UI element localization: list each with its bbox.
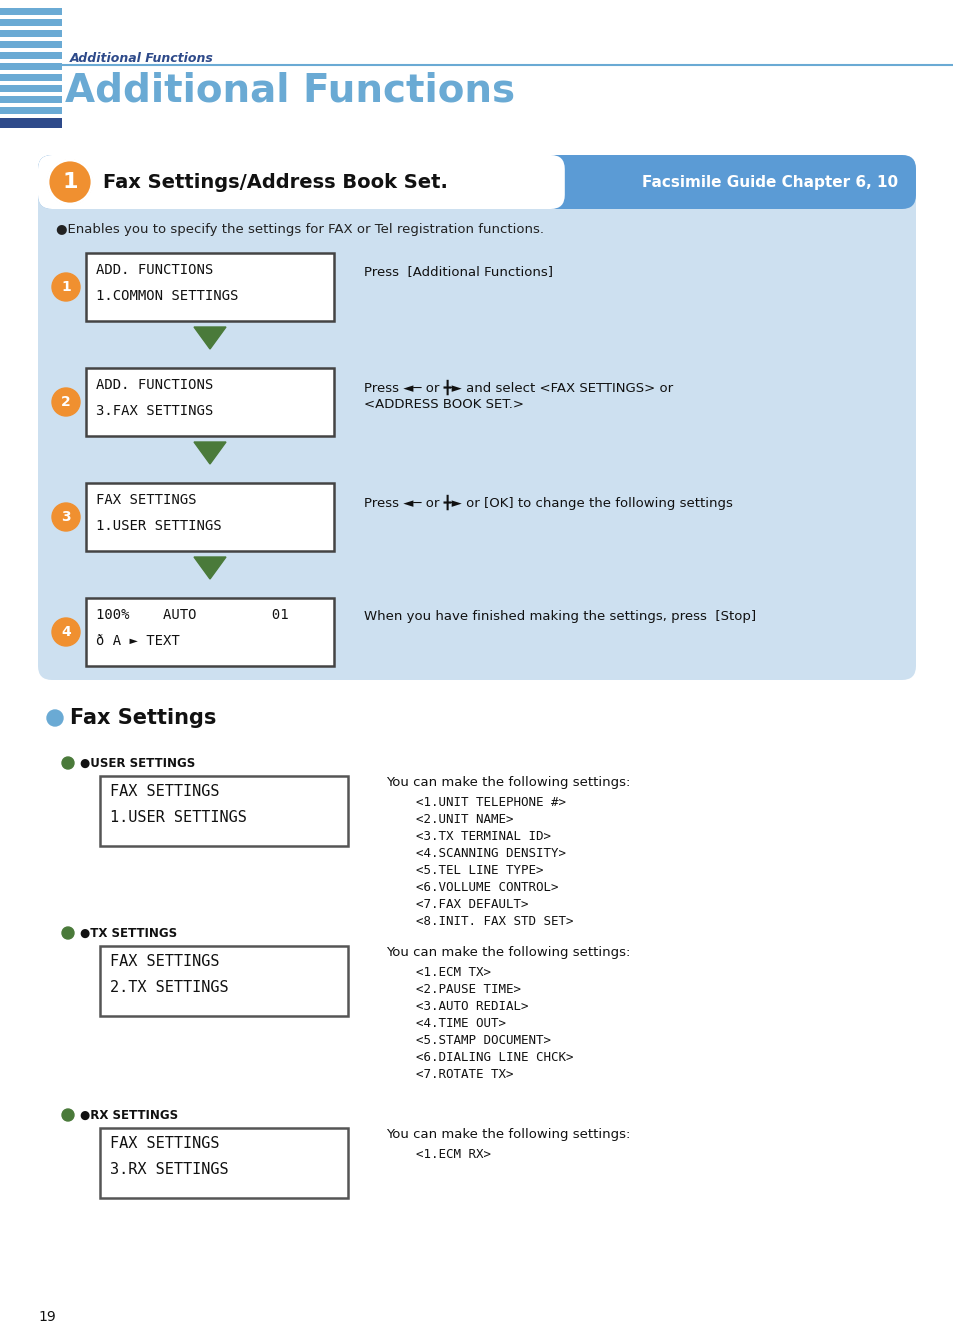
Text: FAX SETTINGS: FAX SETTINGS — [96, 493, 196, 507]
Text: Fax Settings/Address Book Set.: Fax Settings/Address Book Set. — [103, 173, 447, 191]
FancyBboxPatch shape — [0, 63, 62, 70]
Text: <2.UNIT NAME>: <2.UNIT NAME> — [416, 813, 513, 826]
FancyBboxPatch shape — [0, 107, 62, 114]
Text: <5.TEL LINE TYPE>: <5.TEL LINE TYPE> — [416, 864, 543, 877]
Text: 1.USER SETTINGS: 1.USER SETTINGS — [96, 520, 221, 533]
FancyBboxPatch shape — [86, 599, 334, 665]
Circle shape — [52, 388, 80, 416]
FancyBboxPatch shape — [0, 118, 62, 129]
Text: <1.ECM TX>: <1.ECM TX> — [416, 965, 491, 979]
Text: <3.AUTO REDIAL>: <3.AUTO REDIAL> — [416, 1000, 528, 1014]
Text: 19: 19 — [38, 1310, 55, 1324]
Text: Press ◄─ or ╋► and select <FAX SETTINGS> or: Press ◄─ or ╋► and select <FAX SETTINGS>… — [364, 380, 673, 395]
Text: <1.UNIT TELEPHONE #>: <1.UNIT TELEPHONE #> — [416, 795, 565, 809]
Text: ●RX SETTINGS: ●RX SETTINGS — [80, 1109, 178, 1122]
Text: 1: 1 — [62, 171, 77, 191]
Text: <6.VOLLUME CONTROL>: <6.VOLLUME CONTROL> — [416, 881, 558, 894]
Circle shape — [47, 710, 63, 726]
Text: <7.ROTATE TX>: <7.ROTATE TX> — [416, 1069, 513, 1081]
Text: 1.USER SETTINGS: 1.USER SETTINGS — [110, 810, 247, 825]
FancyBboxPatch shape — [100, 777, 348, 846]
FancyBboxPatch shape — [38, 155, 915, 209]
Text: 100%    AUTO         01: 100% AUTO 01 — [96, 608, 289, 623]
Text: Additional Functions: Additional Functions — [65, 72, 515, 110]
FancyBboxPatch shape — [0, 19, 62, 25]
FancyBboxPatch shape — [0, 8, 62, 15]
FancyBboxPatch shape — [0, 42, 62, 48]
FancyBboxPatch shape — [38, 155, 915, 680]
Text: Press ◄─ or ╋► or [OK] to change the following settings: Press ◄─ or ╋► or [OK] to change the fol… — [364, 495, 732, 510]
FancyBboxPatch shape — [0, 29, 62, 37]
Text: 3: 3 — [61, 510, 71, 524]
FancyBboxPatch shape — [0, 96, 62, 103]
Text: Fax Settings: Fax Settings — [70, 708, 216, 728]
Text: Facsimile Guide Chapter 6, 10: Facsimile Guide Chapter 6, 10 — [641, 174, 897, 190]
Text: ð A ► TEXT: ð A ► TEXT — [96, 633, 179, 648]
FancyBboxPatch shape — [86, 368, 334, 437]
Text: <6.DIALING LINE CHCK>: <6.DIALING LINE CHCK> — [416, 1051, 573, 1065]
Text: 1: 1 — [61, 280, 71, 295]
Circle shape — [52, 503, 80, 532]
Text: <ADDRESS BOOK SET.>: <ADDRESS BOOK SET.> — [364, 398, 523, 411]
Text: <7.FAX DEFAULT>: <7.FAX DEFAULT> — [416, 898, 528, 911]
Text: FAX SETTINGS: FAX SETTINGS — [110, 1135, 219, 1152]
FancyBboxPatch shape — [0, 118, 62, 125]
FancyBboxPatch shape — [100, 945, 348, 1016]
Text: ADD. FUNCTIONS: ADD. FUNCTIONS — [96, 262, 213, 277]
Text: 1.COMMON SETTINGS: 1.COMMON SETTINGS — [96, 289, 238, 303]
FancyBboxPatch shape — [38, 155, 564, 209]
Text: FAX SETTINGS: FAX SETTINGS — [110, 785, 219, 799]
Text: 4: 4 — [61, 625, 71, 639]
FancyBboxPatch shape — [0, 84, 62, 92]
Text: You can make the following settings:: You can make the following settings: — [386, 945, 630, 959]
Circle shape — [62, 757, 74, 769]
Circle shape — [62, 1109, 74, 1121]
Text: ●TX SETTINGS: ●TX SETTINGS — [80, 927, 177, 940]
Text: When you have finished making the settings, press  [Stop]: When you have finished making the settin… — [364, 611, 756, 623]
Circle shape — [52, 273, 80, 301]
FancyBboxPatch shape — [0, 52, 62, 59]
Text: <5.STAMP DOCUMENT>: <5.STAMP DOCUMENT> — [416, 1034, 551, 1047]
Text: You can make the following settings:: You can make the following settings: — [386, 1127, 630, 1141]
Text: <3.TX TERMINAL ID>: <3.TX TERMINAL ID> — [416, 830, 551, 844]
Text: <4.TIME OUT>: <4.TIME OUT> — [416, 1018, 505, 1030]
Text: ●Enables you to specify the settings for FAX or Tel registration functions.: ●Enables you to specify the settings for… — [56, 224, 543, 236]
Text: 3.RX SETTINGS: 3.RX SETTINGS — [110, 1162, 229, 1177]
Polygon shape — [193, 442, 226, 465]
FancyBboxPatch shape — [86, 253, 334, 321]
Text: FAX SETTINGS: FAX SETTINGS — [110, 953, 219, 969]
Circle shape — [62, 927, 74, 939]
Text: <4.SCANNING DENSITY>: <4.SCANNING DENSITY> — [416, 848, 565, 860]
Text: <2.PAUSE TIME>: <2.PAUSE TIME> — [416, 983, 520, 996]
FancyBboxPatch shape — [100, 1127, 348, 1198]
Text: ●USER SETTINGS: ●USER SETTINGS — [80, 757, 195, 770]
Text: 2: 2 — [61, 395, 71, 408]
Text: <1.ECM RX>: <1.ECM RX> — [416, 1148, 491, 1161]
FancyBboxPatch shape — [0, 74, 62, 80]
Text: <8.INIT. FAX STD SET>: <8.INIT. FAX STD SET> — [416, 915, 573, 928]
FancyBboxPatch shape — [86, 483, 334, 552]
Circle shape — [48, 159, 91, 204]
Text: Additional Functions: Additional Functions — [70, 52, 213, 66]
Polygon shape — [193, 557, 226, 578]
Text: Press  [Additional Functions]: Press [Additional Functions] — [364, 265, 553, 279]
Text: 2.TX SETTINGS: 2.TX SETTINGS — [110, 980, 229, 995]
Text: 3.FAX SETTINGS: 3.FAX SETTINGS — [96, 404, 213, 418]
Text: You can make the following settings:: You can make the following settings: — [386, 777, 630, 789]
Circle shape — [52, 619, 80, 645]
Polygon shape — [193, 327, 226, 349]
Text: ADD. FUNCTIONS: ADD. FUNCTIONS — [96, 378, 213, 392]
